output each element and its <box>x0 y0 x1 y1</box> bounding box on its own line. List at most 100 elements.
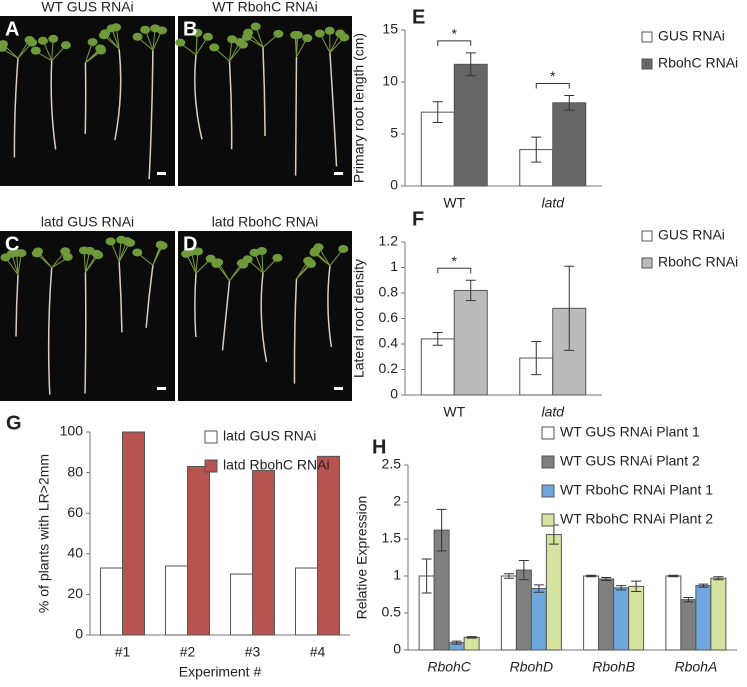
legend-label: RbohC RNAi <box>658 55 738 71</box>
legend-swatch <box>641 230 653 242</box>
panel-letter: D <box>183 233 197 255</box>
bar <box>420 338 455 396</box>
legend-swatch <box>641 58 653 70</box>
scale-bar <box>157 387 166 390</box>
leaf <box>24 35 35 44</box>
bracket <box>437 40 472 46</box>
leaf <box>338 244 349 253</box>
legend-label: WT GUS RNAi Plant 1 <box>560 424 700 440</box>
photo-title: latd RbohC RNAi <box>212 214 319 230</box>
bar <box>515 569 532 651</box>
leaf <box>306 259 317 268</box>
stem <box>85 52 100 64</box>
leaf <box>111 23 122 32</box>
bar <box>583 575 600 651</box>
stem <box>255 254 264 274</box>
y-tick-label: 0.6 <box>379 309 399 325</box>
y-tick-label: 1 <box>390 258 398 274</box>
stem <box>296 39 307 58</box>
leaf <box>202 32 213 41</box>
y-axis-label: Primary root length (cm) <box>351 33 367 183</box>
legend-label: RbohC RNAi <box>658 254 738 270</box>
bar <box>628 585 645 651</box>
stem <box>319 249 331 266</box>
y-tick-label: 15 <box>382 21 398 37</box>
bar <box>598 578 615 651</box>
bar <box>295 567 318 636</box>
annotation: * <box>550 68 556 84</box>
stem <box>51 46 65 62</box>
stem <box>262 35 277 48</box>
error-bar <box>451 640 462 645</box>
bar <box>252 470 275 636</box>
error-bar <box>713 576 724 581</box>
stem <box>215 49 230 62</box>
stem <box>85 256 97 273</box>
x-tick-label: #4 <box>310 644 326 660</box>
stem <box>112 30 120 50</box>
y-tick-label: 0 <box>390 386 398 402</box>
bar <box>230 573 253 636</box>
root <box>47 267 53 395</box>
stem <box>248 38 264 48</box>
y-tick-label: 0.4 <box>379 335 399 351</box>
legend-swatch <box>641 257 653 269</box>
y-axis-label: Relative Expression <box>354 496 370 620</box>
error-bar <box>616 585 627 591</box>
stem <box>115 29 120 50</box>
x-tick-label: RbohC <box>427 659 471 675</box>
error-bar <box>531 136 542 163</box>
x-tick-label: #2 <box>180 644 196 660</box>
root <box>194 54 203 140</box>
leaf <box>175 38 186 47</box>
leaf <box>93 251 104 260</box>
stem <box>51 40 54 61</box>
x-tick-label: latd <box>541 195 565 211</box>
legend-swatch <box>541 513 555 527</box>
leaf <box>242 255 253 264</box>
photo-title: latd GUS RNAi <box>41 214 134 230</box>
stem <box>295 36 297 57</box>
bar <box>463 636 480 651</box>
root <box>84 272 87 394</box>
root <box>327 265 333 348</box>
leaf <box>209 43 220 52</box>
stem <box>83 252 86 273</box>
bar <box>552 102 587 187</box>
panel-letter: C <box>5 233 19 255</box>
leaf <box>249 248 260 257</box>
root <box>293 278 298 384</box>
legend-swatch <box>541 455 555 469</box>
stem <box>118 241 122 262</box>
root <box>194 273 197 338</box>
panel-letter: H <box>372 436 386 458</box>
y-tick-label: 5 <box>390 125 398 141</box>
bar <box>317 455 340 636</box>
leaf <box>237 40 248 49</box>
stem <box>12 255 19 276</box>
y-axis-label: Lateral root density <box>351 259 367 378</box>
y-tick-label: 1 <box>393 567 401 583</box>
y-tick-label: 0 <box>75 626 83 642</box>
bar <box>665 575 682 651</box>
stem <box>3 49 19 59</box>
stem <box>111 243 120 262</box>
leaf <box>192 28 203 37</box>
error-bar <box>531 340 542 376</box>
photo-title: WT GUS RNAi <box>41 0 133 15</box>
x-axis-label: Experiment # <box>179 664 262 680</box>
bar <box>420 111 455 187</box>
stem <box>51 258 66 269</box>
bar <box>613 587 630 651</box>
x-tick-label: #3 <box>245 644 261 660</box>
bar <box>710 577 727 651</box>
legend-label: GUS RNAi <box>658 28 725 44</box>
error-bar <box>421 558 432 594</box>
stem <box>249 34 264 48</box>
stem <box>84 252 90 273</box>
bar <box>680 599 697 651</box>
legend-swatch <box>541 484 555 498</box>
legend-swatch <box>541 426 555 440</box>
leaf <box>98 31 109 40</box>
stem <box>261 252 264 273</box>
